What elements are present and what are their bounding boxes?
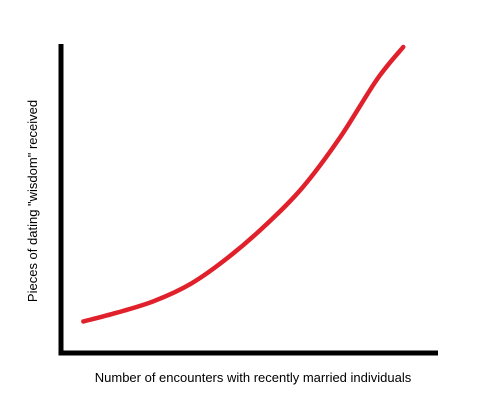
series-layer bbox=[81, 44, 406, 324]
x-axis-label: Number of encounters with recently marri… bbox=[95, 370, 412, 385]
series-line-0 bbox=[81, 44, 406, 324]
y-axis-label: Pieces of dating "wisdom" received bbox=[25, 100, 40, 302]
axes bbox=[58, 44, 438, 356]
